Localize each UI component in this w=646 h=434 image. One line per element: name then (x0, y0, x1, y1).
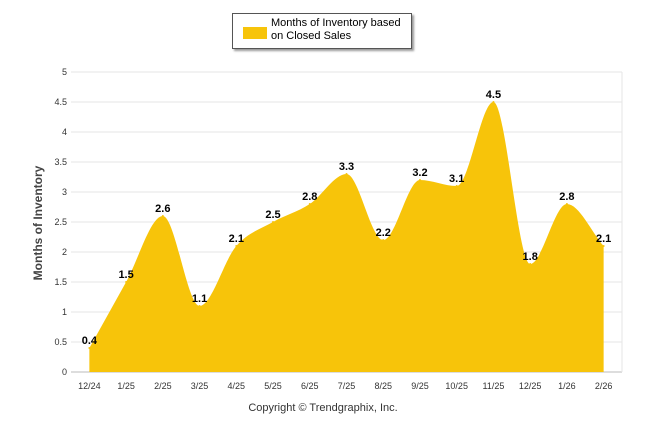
data-label: 3.2 (412, 167, 427, 179)
x-tick-label: 8/25 (374, 381, 392, 391)
x-tick-label: 4/25 (228, 381, 246, 391)
data-label: 2.5 (265, 209, 280, 221)
x-tick-label: 12/25 (519, 381, 542, 391)
y-tick-label: 5 (62, 67, 67, 77)
data-point (455, 185, 458, 187)
data-label: 2.8 (302, 191, 317, 203)
data-label: 1.1 (192, 293, 207, 305)
data-point (492, 101, 495, 103)
data-label: 3.3 (339, 161, 354, 173)
x-tick-label: 9/25 (411, 381, 429, 391)
data-label: 2.1 (229, 233, 244, 245)
data-point (602, 245, 605, 247)
x-tick-label: 3/25 (191, 381, 209, 391)
data-point (272, 221, 275, 223)
data-point (161, 215, 164, 217)
x-tick-label: 2/25 (154, 381, 172, 391)
data-point (565, 203, 568, 205)
data-label: 2.8 (559, 191, 574, 203)
x-tick-label: 6/25 (301, 381, 319, 391)
x-tick-label: 2/26 (595, 381, 613, 391)
x-tick-label: 11/25 (483, 381, 505, 391)
data-point (308, 203, 311, 205)
data-point (418, 179, 421, 181)
data-point (529, 263, 532, 265)
data-label: 2.1 (596, 233, 611, 245)
y-tick-label: 0.5 (54, 337, 67, 347)
data-point (382, 239, 385, 241)
legend-swatch (243, 27, 267, 39)
legend-label: Months of Inventory based on Closed Sale… (271, 17, 401, 42)
data-label: 3.1 (449, 173, 464, 185)
x-tick-label: 5/25 (264, 381, 282, 391)
legend: Months of Inventory based on Closed Sale… (232, 13, 412, 49)
data-label: 1.5 (118, 269, 133, 281)
data-label: 1.8 (523, 251, 538, 263)
y-tick-label: 2.5 (54, 217, 67, 227)
data-label: 0.4 (82, 335, 98, 347)
y-tick-label: 1.5 (54, 277, 67, 287)
x-tick-label: 7/25 (338, 381, 356, 391)
data-point (345, 173, 348, 175)
y-tick-label: 1 (62, 307, 67, 317)
data-point (125, 281, 128, 283)
x-tick-label: 1/25 (117, 381, 135, 391)
x-tick-label: 1/26 (558, 381, 576, 391)
y-axis-title: Months of Inventory (31, 165, 45, 281)
data-point (198, 305, 201, 307)
x-tick-label: 10/25 (445, 381, 468, 391)
data-point (235, 245, 238, 247)
copyright-text: Copyright © Trendgraphix, Inc. (248, 402, 398, 414)
data-label: 2.6 (155, 203, 170, 215)
y-tick-label: 4.5 (54, 97, 67, 107)
area-series (89, 102, 604, 372)
y-tick-label: 3 (62, 187, 67, 197)
y-tick-label: 3.5 (54, 157, 67, 167)
x-tick-label: 12/24 (78, 381, 101, 391)
y-tick-label: 4 (62, 127, 67, 137)
data-label: 4.5 (486, 89, 501, 101)
y-tick-label: 0 (62, 367, 67, 377)
y-tick-label: 2 (62, 247, 67, 257)
data-label: 2.2 (376, 227, 391, 239)
data-point (88, 347, 91, 349)
